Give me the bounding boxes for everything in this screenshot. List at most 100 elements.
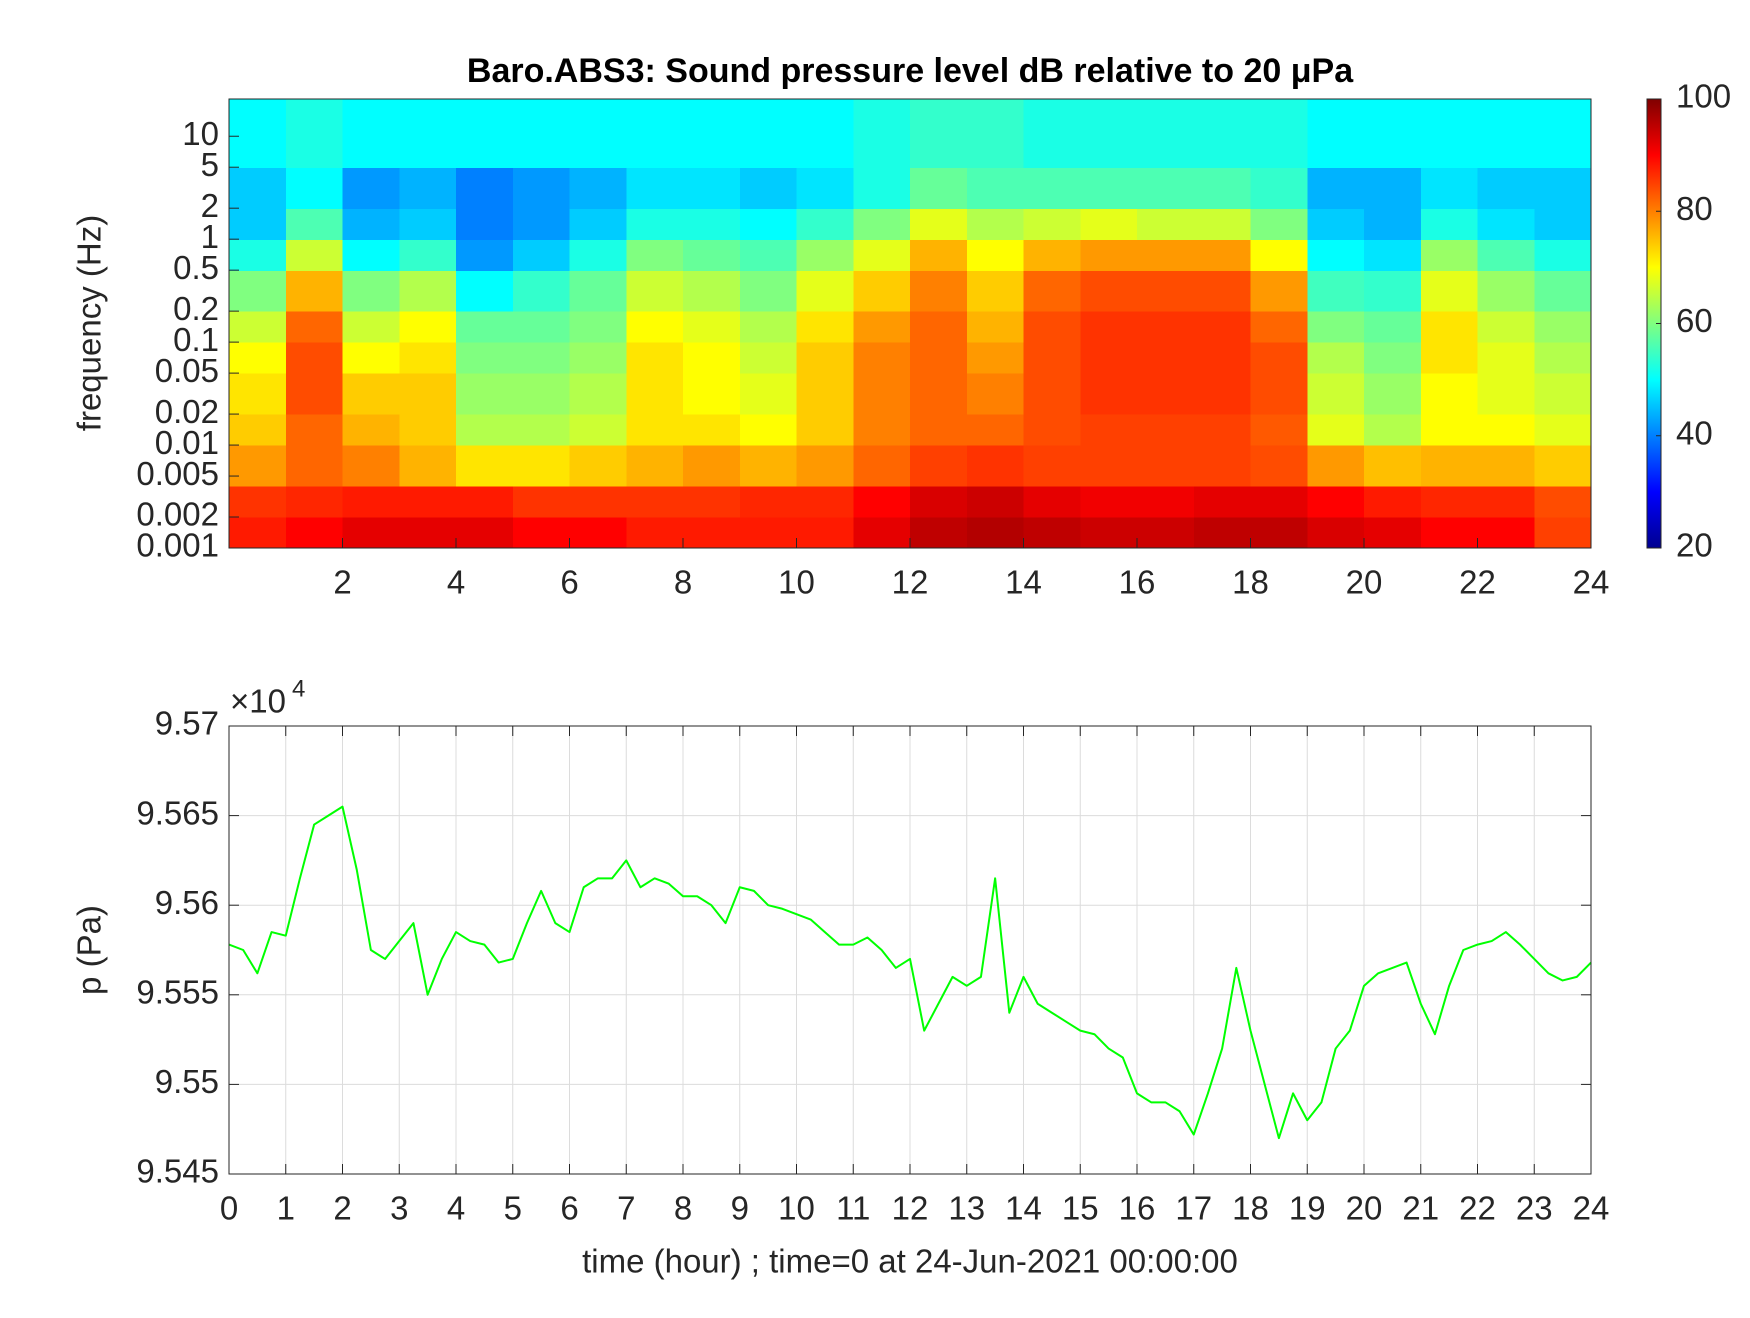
heatmap-cell xyxy=(1023,342,1081,374)
heatmap-cell xyxy=(456,414,514,446)
heatmap-cell xyxy=(456,486,514,518)
heatmap-cell xyxy=(1023,486,1081,518)
heatmap-cell xyxy=(1534,445,1592,487)
heatmap-cell xyxy=(1477,239,1535,271)
x-tick-label: 4 xyxy=(447,564,465,601)
heatmap-cell xyxy=(569,414,627,446)
heatmap-cell xyxy=(966,342,1025,374)
heatmap-cell xyxy=(626,99,684,168)
heatmap-cell xyxy=(399,486,457,518)
heatmap-cell xyxy=(1307,486,1365,518)
heatmap-cell xyxy=(1023,167,1081,209)
heatmap-cell xyxy=(796,373,854,415)
x-axis-label: time (hour) ; time=0 at 24-Jun-2021 00:0… xyxy=(582,1243,1238,1280)
heatmap-cell xyxy=(1420,99,1479,168)
heatmap-cell xyxy=(1137,486,1195,518)
y-tick-label: 0.05 xyxy=(155,352,219,389)
heatmap-cell xyxy=(456,208,514,240)
x-tick-label: 13 xyxy=(948,1190,985,1227)
heatmap-cell xyxy=(853,270,911,312)
heatmap-cell xyxy=(683,167,741,209)
heatmap-cell xyxy=(569,445,627,487)
heatmap-cell xyxy=(966,99,1025,168)
heatmap-cell xyxy=(229,270,287,312)
heatmap-cell xyxy=(739,486,798,518)
heatmap-cell xyxy=(512,167,571,209)
x-tick-label: 2 xyxy=(333,1190,351,1227)
heatmap-cell xyxy=(1534,342,1592,374)
heatmap-cell xyxy=(739,445,798,487)
heatmap-cell xyxy=(1080,445,1138,487)
heatmap-cell xyxy=(966,373,1025,415)
heatmap-cell xyxy=(626,311,684,343)
heatmap-cell xyxy=(626,373,684,415)
heatmap-cell xyxy=(683,373,741,415)
heatmap-cell xyxy=(1023,311,1081,343)
heatmap-cell xyxy=(1534,167,1592,209)
x-tick-label: 0 xyxy=(220,1190,238,1227)
x-tick-label: 1 xyxy=(277,1190,295,1227)
heatmap-cell xyxy=(1193,373,1252,415)
y-tick-label: 1 xyxy=(201,218,219,255)
y-tick-label: 5 xyxy=(201,146,219,183)
heatmap-cell xyxy=(456,99,514,168)
heatmap-cell xyxy=(399,239,457,271)
heatmap-cell xyxy=(1137,445,1195,487)
heatmap-cell xyxy=(853,373,911,415)
heatmap-cell xyxy=(229,239,287,271)
heatmap-cell xyxy=(853,486,911,518)
heatmap-cell xyxy=(1534,99,1592,168)
x-tick-label: 22 xyxy=(1459,564,1496,601)
heatmap-cell xyxy=(1364,414,1422,446)
heatmap-cell xyxy=(1477,167,1535,209)
heatmap-cell xyxy=(1250,270,1308,312)
heatmap-cell xyxy=(1534,414,1592,446)
heatmap-cell xyxy=(1307,208,1365,240)
heatmap-cell xyxy=(626,414,684,446)
heatmap-cell xyxy=(626,239,684,271)
heatmap-cell xyxy=(796,270,854,312)
colorbar-tick-label: 20 xyxy=(1676,527,1713,564)
heatmap-cell xyxy=(1193,445,1252,487)
heatmap-cell xyxy=(966,445,1025,487)
heatmap-cell xyxy=(910,486,968,518)
heatmap-cell xyxy=(285,486,344,518)
heatmap-cell xyxy=(683,270,741,312)
heatmap-cell xyxy=(626,445,684,487)
heatmap-cell xyxy=(739,414,798,446)
heatmap-cell xyxy=(1080,517,1138,549)
y-tick-label: 0.01 xyxy=(155,424,219,461)
colorbar-tick-label: 100 xyxy=(1676,78,1731,115)
heatmap-cell xyxy=(1193,99,1252,168)
heatmap-cell xyxy=(853,239,911,271)
heatmap-cell xyxy=(1477,311,1535,343)
heatmap-cell xyxy=(1080,311,1138,343)
heatmap-cell xyxy=(1023,414,1081,446)
heatmap-cell xyxy=(966,311,1025,343)
heatmap-cell xyxy=(399,517,457,549)
heatmap-cell xyxy=(1420,239,1479,271)
heatmap-cell xyxy=(1137,270,1195,312)
heatmap-cell xyxy=(1364,373,1422,415)
y-tick-label: 0.001 xyxy=(136,527,219,564)
heatmap-cell xyxy=(1477,486,1535,518)
heatmap-cell xyxy=(1364,167,1422,209)
heatmap-cell xyxy=(1420,342,1479,374)
x-tick-label: 23 xyxy=(1516,1190,1553,1227)
heatmap-cell xyxy=(342,445,400,487)
heatmap-cell xyxy=(796,445,854,487)
heatmap-cell xyxy=(1137,239,1195,271)
heatmap-cell xyxy=(1477,445,1535,487)
heatmap-cell xyxy=(910,208,968,240)
heatmap-cell xyxy=(739,311,798,343)
x-tick-label: 24 xyxy=(1573,564,1610,601)
heatmap-cell xyxy=(342,414,400,446)
heatmap-cell xyxy=(569,486,627,518)
heatmap-cell xyxy=(285,414,344,446)
heatmap-cell xyxy=(796,99,854,168)
heatmap-cell xyxy=(285,311,344,343)
heatmap-cell xyxy=(512,373,571,415)
heatmap-cell xyxy=(399,167,457,209)
heatmap-cell xyxy=(1137,342,1195,374)
heatmap-cell xyxy=(1477,99,1535,168)
